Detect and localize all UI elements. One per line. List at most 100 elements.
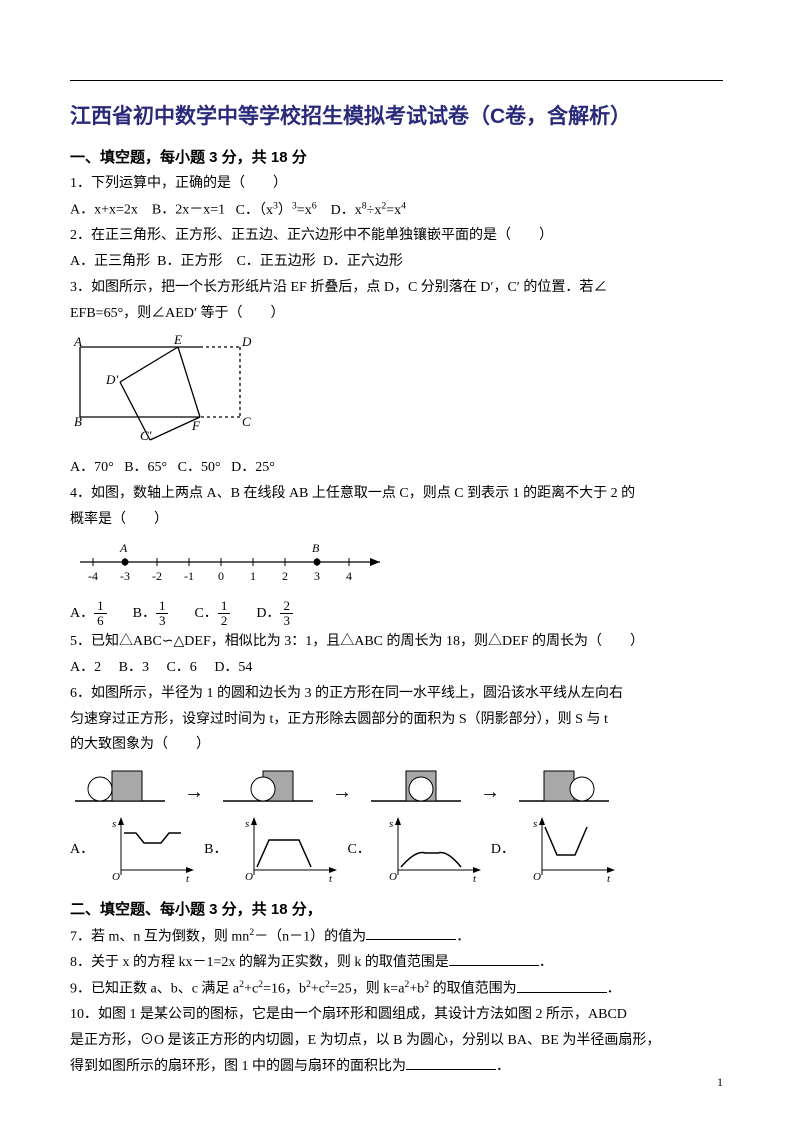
- q7-b: －（n－1）的值为: [254, 929, 366, 944]
- lbl-B: B: [74, 414, 82, 429]
- q6-stem-c: 的大致图象为（ ）: [70, 733, 723, 757]
- q4-B-l: B．: [133, 606, 156, 621]
- q5-D: D．54: [214, 660, 252, 675]
- svg-text:4: 4: [346, 569, 352, 583]
- q6-graph-C: s t O: [383, 815, 483, 885]
- q8-a: 8．关于 x 的方程 kx－1=2x 的解为正实数，则 k 的取值范围是: [70, 955, 449, 970]
- arrow-icon: →: [480, 775, 500, 809]
- q4-fD-d: 3: [280, 614, 293, 628]
- q1-D: D．x8÷x2=x4: [331, 203, 406, 218]
- q6-graph-D: s t O: [527, 815, 617, 885]
- q6-stage3: [366, 763, 466, 809]
- svg-text:O: O: [389, 871, 397, 883]
- svg-text:O: O: [533, 871, 541, 883]
- q3-B: B．65°: [124, 460, 167, 475]
- q6-B-l: B．: [204, 838, 227, 862]
- q4-B-label: B: [312, 541, 320, 555]
- q4-fD-n: 2: [280, 599, 293, 614]
- q6-D-l: D．: [491, 838, 515, 862]
- q4-stem-a: 4．如图，数轴上两点 A、B 在线段 AB 上任意取一点 C，则点 C 到表示 …: [70, 482, 723, 506]
- q3-stem-b: EFB=65°，则∠AED′ 等于（ ）: [70, 302, 723, 326]
- q5-B: B．3: [119, 660, 149, 675]
- q2-A: A．正三角形: [70, 254, 150, 269]
- q6-stem-b: 匀速穿过正方形，设穿过时间为 t，正方形除去圆部分的面积为 S（阴影部分），则 …: [70, 708, 723, 732]
- q9-g: 的取值范围为: [429, 982, 517, 997]
- svg-text:t: t: [473, 873, 477, 885]
- q9-a: 9．已知正数 a、b、c 满足 a: [70, 982, 239, 997]
- q1-C-pre: C．（x: [236, 203, 273, 218]
- q1-C-m1: ）: [278, 203, 292, 218]
- q5-choices: A．2 B．3 C．6 D．54: [70, 656, 723, 680]
- q6-graph-B: s t O: [239, 815, 339, 885]
- svg-text:s: s: [245, 818, 249, 830]
- q4-A-label: A: [119, 541, 128, 555]
- q4-C-l: C．: [194, 606, 217, 621]
- q1-C-s3: 6: [312, 200, 317, 211]
- q5-A: A．2: [70, 660, 101, 675]
- blank: [406, 1056, 496, 1070]
- svg-text:s: s: [112, 818, 116, 830]
- q5-stem: 5．已知△ABC∽△DEF，相似比为 3：1，且△ABC 的周长为 18，则△D…: [70, 630, 723, 654]
- q5-C: C．6: [166, 660, 196, 675]
- q10-c: 得到如图所示的扇环形，图 1 中的圆与扇环的面积比为 ．: [70, 1055, 723, 1079]
- q2-stem: 2．在正三角形、正方形、正五边、正六边形中不能单独镶嵌平面的是（ ）: [70, 224, 723, 248]
- svg-text:O: O: [112, 871, 120, 883]
- q9-e: =25，则 k=a: [330, 982, 405, 997]
- q4-A-l: A．: [70, 606, 94, 621]
- lbl-C: C: [242, 414, 251, 429]
- q9-c: =16，b: [263, 982, 306, 997]
- lbl-F: F: [191, 418, 201, 433]
- svg-text:s: s: [389, 818, 393, 830]
- q1-stem: 1．下列运算中，正确的是（ ）: [70, 172, 723, 196]
- svg-text:-3: -3: [120, 569, 130, 583]
- q6-choices: A． s t O B． s t O C． s t O D． s t O: [70, 815, 723, 885]
- q3-choices: A．70° B．65° C．50° D．25°: [70, 456, 723, 480]
- q10-c-text: 得到如图所示的扇环形，图 1 中的圆与扇环的面积比为: [70, 1059, 406, 1074]
- svg-text:O: O: [245, 871, 253, 883]
- lbl-E: E: [173, 332, 182, 347]
- q3-A: A．70°: [70, 460, 114, 475]
- q6-stage2: [218, 763, 318, 809]
- blank: [449, 952, 539, 966]
- q1-D-m2: =x: [386, 203, 401, 218]
- q6-A-l: A．: [70, 838, 94, 862]
- q1-C-m2: =x: [297, 203, 312, 218]
- q10-d: ．: [496, 1059, 510, 1074]
- q8: 8．关于 x 的方程 kx－1=2x 的解为正实数，则 k 的取值范围是．: [70, 951, 723, 975]
- q4-fB-d: 3: [156, 614, 169, 628]
- q7-c: ．: [456, 929, 470, 944]
- q2-C: C．正五边形: [236, 254, 315, 269]
- lbl-Cp: C′: [140, 428, 152, 442]
- q4-choices: A．16 B．13 C．12 D．23: [70, 599, 723, 629]
- q1-choices: A．x+x=2x B．2x－x=1 C．（x3）3=x6 D．x8÷x2=x4: [70, 198, 723, 222]
- q4-B: B．13: [133, 599, 169, 629]
- q6-stages: → → →: [70, 763, 723, 809]
- lbl-D: D: [241, 334, 252, 349]
- lbl-A: A: [73, 334, 82, 349]
- q1-A: A．x+x=2x: [70, 203, 138, 218]
- q9-b: +c: [244, 982, 258, 997]
- page-number: 1: [717, 1072, 723, 1092]
- q3-D: D．25°: [231, 460, 275, 475]
- q1-D-pre: D．x: [331, 203, 362, 218]
- svg-text:0: 0: [218, 569, 224, 583]
- svg-text:2: 2: [282, 569, 288, 583]
- section1-heading: 一、填空题，每小题 3 分，共 18 分: [70, 145, 723, 171]
- q1-D-s3: 4: [401, 200, 406, 211]
- arrow-icon: →: [184, 775, 204, 809]
- q4-fA-n: 1: [94, 599, 107, 614]
- q6-graph-A: s t O: [106, 815, 196, 885]
- q4-stem-b: 概率是（ ）: [70, 508, 723, 532]
- section2-heading: 二、填空题、每小题 3 分，共 18 分，: [70, 897, 723, 923]
- blank: [517, 979, 607, 993]
- q2-D: D．正六边形: [323, 254, 403, 269]
- q6-stage1: [70, 763, 170, 809]
- q1-B: B．2x－x=1: [152, 203, 225, 218]
- q4-fB-n: 1: [156, 599, 169, 614]
- svg-text:t: t: [607, 873, 611, 885]
- svg-text:t: t: [186, 873, 190, 885]
- q3-figure: A B D C E F D′ C′: [70, 332, 723, 451]
- q2-B: B．正方形: [157, 254, 222, 269]
- q4-A: A．16: [70, 599, 107, 629]
- svg-text:-2: -2: [152, 569, 162, 583]
